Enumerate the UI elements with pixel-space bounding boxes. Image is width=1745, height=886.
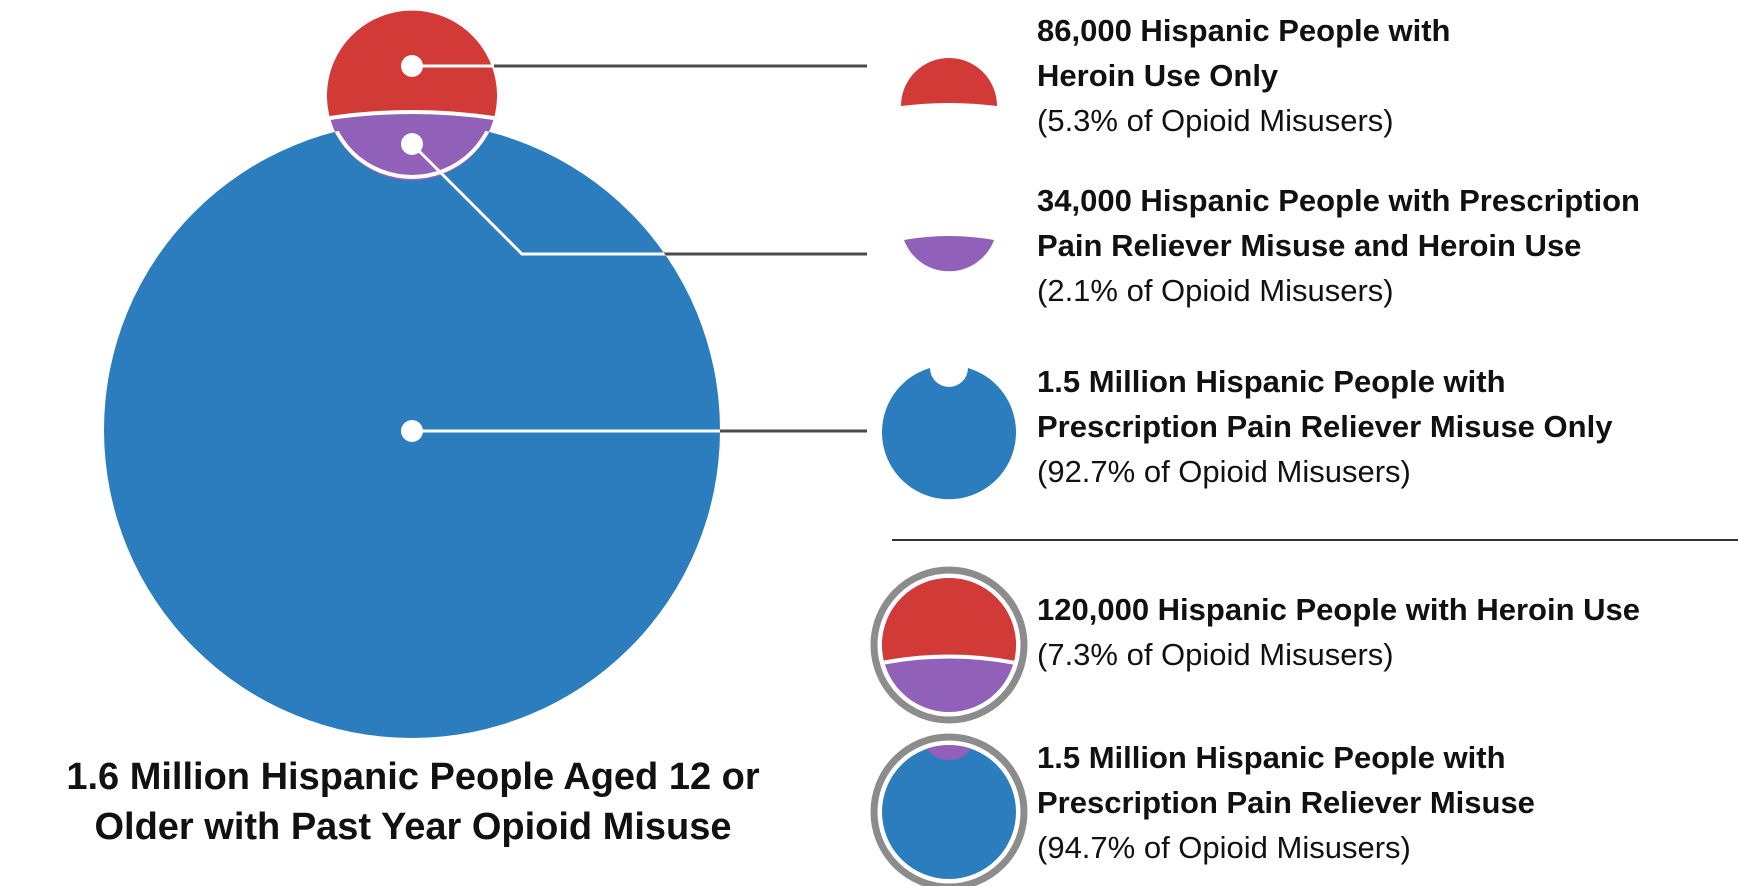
legend-entry-prescription-total: 1.5 Million Hispanic People with Prescri… (1037, 735, 1535, 870)
legend-label-line2: Prescription Pain Reliever Misuse (1037, 785, 1535, 820)
legend-entry-heroin-only: 86,000 Hispanic People with Heroin Use O… (1037, 8, 1451, 143)
legend-percent: (5.3% of Opioid Misusers) (1037, 103, 1394, 138)
leader-line-both-inner (410, 142, 720, 256)
main-caption-line1: 1.6 Million Hispanic People Aged 12 or (66, 756, 760, 798)
small-circle-outline (325, 122, 499, 179)
legend-label-line1: 86,000 Hispanic People with (1037, 13, 1451, 48)
legend-icon-both (904, 236, 994, 272)
legend-label-line2: Heroin Use Only (1037, 58, 1279, 93)
legend-percent: (94.7% of Opioid Misusers) (1037, 830, 1411, 865)
legend-label-line2: Pain Reliever Misuse and Heroin Use (1037, 228, 1582, 263)
main-caption: 1.6 Million Hispanic People Aged 12 or O… (0, 752, 826, 852)
legend-percent: (2.1% of Opioid Misusers) (1037, 273, 1394, 308)
legend-label-line2: Prescription Pain Reliever Misuse Only (1037, 409, 1613, 444)
legend-icon-heroin-total (870, 566, 1028, 724)
legend-entry-prescription-only: 1.5 Million Hispanic People with Prescri… (1037, 359, 1612, 494)
anchor-dot-both (401, 133, 423, 155)
legend-icon-prescription-only (882, 368, 1016, 500)
legend-percent: (7.3% of Opioid Misusers) (1037, 637, 1394, 672)
main-caption-line2: Older with Past Year Opioid Misuse (94, 806, 732, 848)
legend-icon-heroin-only (901, 58, 997, 106)
legend-percent: (92.7% of Opioid Misusers) (1037, 454, 1411, 489)
legend-entry-both: 34,000 Hispanic People with Prescription… (1037, 178, 1640, 313)
legend-label-line1: 120,000 Hispanic People with Heroin Use (1037, 592, 1641, 627)
legend-label-line1: 1.5 Million Hispanic People with (1037, 364, 1506, 399)
anchor-dot-prescription-only (401, 420, 423, 442)
legend-icon-prescription-total (870, 733, 1028, 886)
overlap-separator (329, 110, 495, 120)
legend-label-line1: 1.5 Million Hispanic People with (1037, 740, 1506, 775)
legend-entry-heroin-total: 120,000 Hispanic People with Heroin Use … (1037, 587, 1640, 677)
legend-label-line1: 34,000 Hispanic People with Prescription (1037, 183, 1640, 218)
anchor-dot-heroin-only (401, 55, 423, 77)
